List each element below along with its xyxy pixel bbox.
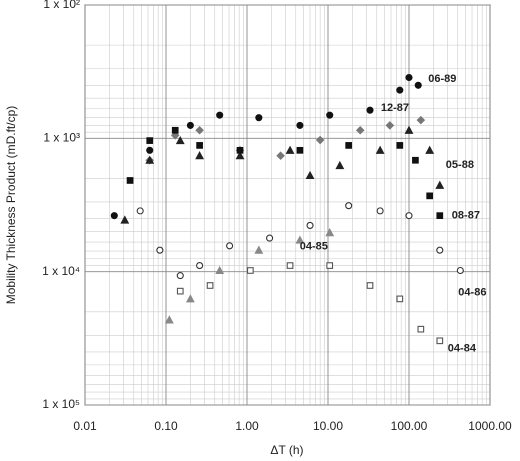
data-point [306,221,314,229]
data-point [175,135,185,145]
data-point [136,207,144,215]
data-point [315,135,325,145]
data-point [164,315,174,324]
data-point [146,137,154,144]
y-tick-label: 1 x 10⁵ [42,397,80,411]
y-tick-label: 1 x 10² [43,0,80,11]
data-point [396,142,404,149]
data-point [426,192,434,200]
data-point [456,266,464,275]
data-point [412,156,419,164]
data-point [396,295,404,303]
data-point [326,111,334,119]
y-axis-label: Mobility Thickness Product (mD.ft/cp) [4,106,18,305]
data-point [345,202,353,210]
data-point [120,215,130,224]
data-point [235,151,245,160]
data-point [295,235,305,244]
data-point [206,282,214,289]
x-tick-label: 0.10 [154,419,178,433]
series-label: 04-85 [300,241,328,253]
data-point [335,160,345,170]
data-point [296,121,304,129]
x-tick-label: 100.00 [391,419,428,433]
data-point [425,145,435,154]
data-point [185,294,195,303]
series-label: 04-84 [448,343,477,355]
data-point [186,121,194,129]
data-point [355,125,365,135]
data-point [226,242,234,250]
data-point [404,125,414,134]
data-point [436,337,444,345]
data-point [156,246,164,254]
data-point [110,212,118,220]
data-point [325,228,335,237]
data-point [176,272,184,280]
data-point [414,81,422,89]
data-point [366,282,374,289]
data-point [396,86,404,94]
y-tick-label: 1 x 10⁴ [42,264,80,278]
data-point [215,265,225,275]
data-point [145,155,155,164]
series-label: 04-86 [458,286,486,298]
data-point [417,325,425,333]
series-label: 05-88 [446,159,474,171]
data-point [236,146,244,154]
data-point [254,245,264,254]
data-point [326,262,334,269]
grid [84,4,491,406]
data-point [305,170,315,180]
data-point [195,125,204,135]
data-point [126,177,134,184]
series-label: 06-89 [428,73,456,85]
data-point [171,126,179,134]
x-tick-label: 1.00 [235,419,259,433]
data-point [195,151,205,160]
data-point [216,111,224,119]
data-point [255,114,263,122]
data-point [345,142,353,149]
plot-area [84,4,491,406]
data-point [266,234,274,242]
data-point [366,106,374,114]
data-point [435,180,445,189]
x-tick-label: 1000.00 [468,419,512,433]
data-point [436,246,444,254]
data-point [375,145,385,154]
data-point [376,207,384,215]
data-point [196,262,204,270]
data-point [285,145,295,154]
data-point [416,115,426,125]
data-point [276,151,285,160]
x-axis-label: ΔT (h) [270,443,303,457]
data-point [146,146,154,154]
data-point [286,262,294,269]
data-point [176,287,184,295]
x-tick-label: 10.00 [313,419,343,433]
data-point [296,146,304,154]
series-label: 12-87 [381,102,409,114]
data-point [405,73,413,82]
data-point [196,142,203,149]
data-point [405,212,413,220]
series-label: 08-87 [452,210,480,222]
data-point [247,267,254,274]
y-tick-label: 1 x 10³ [43,131,80,145]
data-point [436,212,444,219]
data-point [385,121,395,130]
x-tick-label: 0.01 [73,419,97,433]
